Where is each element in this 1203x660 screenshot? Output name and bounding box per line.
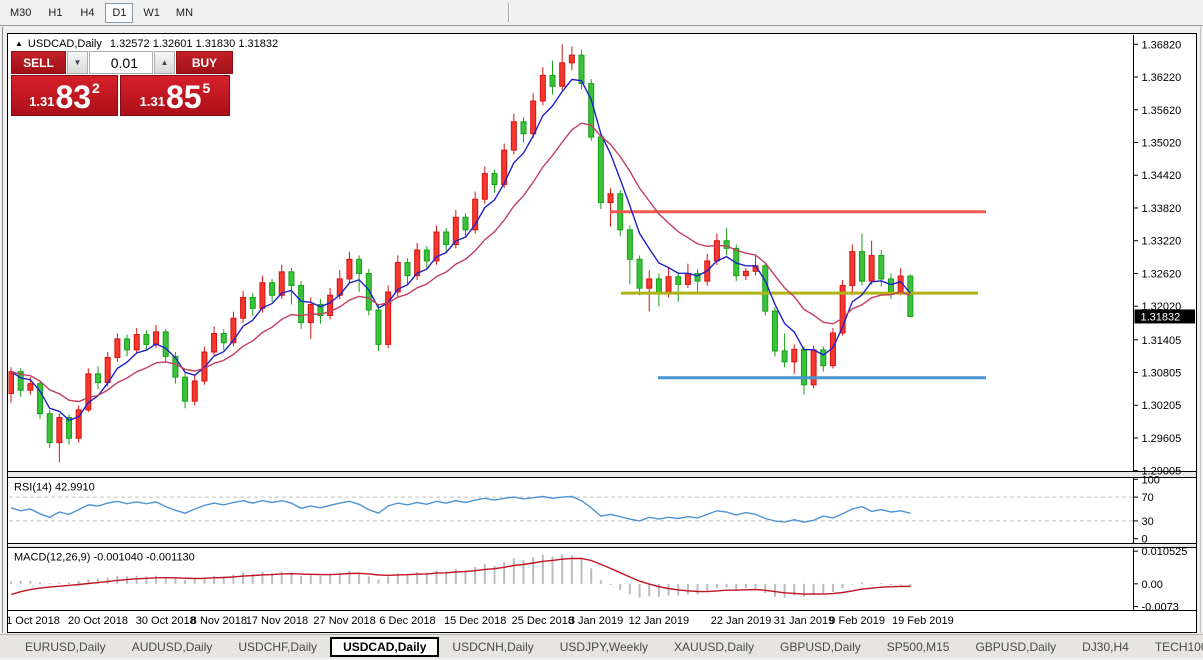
pane-splitter <box>8 544 1196 548</box>
svg-text:1.30805: 1.30805 <box>1142 368 1182 380</box>
date-axis-label: 25 Dec 2018 <box>512 615 574 627</box>
svg-text:30: 30 <box>1142 516 1154 528</box>
svg-text:1.30205: 1.30205 <box>1142 400 1182 412</box>
chart-title-bar: ▲ USDCAD,Daily 1.32572 1.32601 1.31830 1.3… <box>15 38 278 50</box>
sell-button[interactable]: SELL <box>11 51 66 74</box>
chart-tab-usdjpy-weekly[interactable]: USDJPY,Weekly <box>559 639 649 654</box>
svg-text:1.31405: 1.31405 <box>1142 335 1182 347</box>
svg-text:70: 70 <box>1142 492 1154 504</box>
timeframe-button-m30[interactable]: M30 <box>10 6 32 19</box>
chart-ohlc-values: 1.32572 1.32601 1.31830 1.31832 <box>109 38 279 50</box>
svg-text:1.32620: 1.32620 <box>1142 268 1182 280</box>
timeframe-button-mn[interactable]: MN <box>175 6 194 19</box>
chart-tab-gbpusd-daily[interactable]: GBPUSD,Daily <box>780 639 861 654</box>
macd-label: MACD(12,26,9) -0.001040 -0.001130 <box>14 552 195 564</box>
buy-price-big: 85 <box>165 79 202 115</box>
svg-text:0: 0 <box>1142 534 1148 546</box>
volume-decrease-button[interactable]: ▼ <box>67 51 88 74</box>
price-axis: 1.36820 1.36220 1.35620 1.35020 1.34420 1.338… <box>1133 39 1182 478</box>
timeframe-toolbar: M30 H1 H4 D1 W1 MN <box>0 0 1203 26</box>
date-axis-label: 9 Feb 2019 <box>829 615 885 627</box>
window-frame-left <box>2 27 3 633</box>
date-axis-label: 6 Dec 2018 <box>379 615 435 627</box>
sell-price-sup: 2 <box>92 80 100 96</box>
chart-canvas[interactable]: 1.36820 1.36220 1.35620 1.35020 1.34420 1.338… <box>8 34 1196 632</box>
date-axis-label: 20 Oct 2018 <box>68 615 128 627</box>
buy-price-small: 1.31 <box>139 94 165 109</box>
toolbar-separator <box>508 3 510 22</box>
chart-tab-dj30-h4[interactable]: DJ30,H4 <box>1082 639 1129 654</box>
date-axis-label: 8 Nov 2018 <box>191 615 247 627</box>
ma-slow-line <box>10 122 911 403</box>
chart-tab-tech100[interactable]: TECH100, <box>1154 639 1203 654</box>
date-axis-label: 15 Dec 2018 <box>444 615 506 627</box>
date-axis-label: 31 Jan 2019 <box>774 615 835 627</box>
timeframe-button-w1[interactable]: W1 <box>143 6 160 19</box>
date-axis-label: 22 Jan 2019 <box>711 615 772 627</box>
svg-text:1.29005: 1.29005 <box>1142 466 1182 478</box>
date-axis-label: 19 Feb 2019 <box>892 615 954 627</box>
svg-text:1.33220: 1.33220 <box>1142 236 1182 248</box>
volume-input[interactable]: 0.01 <box>89 51 153 74</box>
chart-tab-usdchf-daily[interactable]: USDCHF,Daily <box>238 639 318 654</box>
macd-pane: 0.010525 0.00 -0.0073 MACD(12,26,9) -0.0010… <box>10 546 1187 613</box>
svg-text:1.35620: 1.35620 <box>1142 105 1182 117</box>
svg-text:0.00: 0.00 <box>1142 579 1163 591</box>
timeframe-button-h4[interactable]: H4 <box>80 6 95 19</box>
timeframe-button-h1[interactable]: H1 <box>48 6 63 19</box>
spin-down-icon: ▼ <box>73 58 82 67</box>
svg-text:100: 100 <box>1142 474 1160 486</box>
macd-signal-line <box>10 557 911 596</box>
chart-tab-audusd-daily[interactable]: AUDUSD,Daily <box>131 639 213 654</box>
rsi-label: RSI(14) 42.9910 <box>14 482 95 494</box>
spin-up-icon: ▲ <box>160 58 169 67</box>
sell-price-button[interactable]: 1.31 83 2 <box>11 75 118 116</box>
chart-tab-usdcnh-daily[interactable]: USDCNH,Daily <box>452 639 534 654</box>
chart-tab-gbpusd-daily[interactable]: GBPUSD,Daily <box>975 639 1057 654</box>
sell-price-small: 1.31 <box>29 94 55 109</box>
date-axis-label: 11 Oct 2018 <box>8 615 60 627</box>
volume-increase-button[interactable]: ▲ <box>154 51 175 74</box>
chart-symbol-title: USDCAD,Daily <box>27 38 102 50</box>
sell-price-big: 83 <box>55 79 92 115</box>
pane-splitter <box>8 472 1196 478</box>
chart-tab-sp500-m15[interactable]: SP500,M15 <box>886 639 950 654</box>
buy-price-sup: 5 <box>202 80 211 96</box>
chart-tab-xauusd-daily[interactable]: XAUUSD,Daily <box>674 639 755 654</box>
svg-text:1.35020: 1.35020 <box>1142 137 1182 149</box>
rsi-pane: 100 70 30 0 RSI(14) 42.9910 <box>9 474 1160 546</box>
buy-button[interactable]: BUY <box>176 51 233 74</box>
svg-text:1.34420: 1.34420 <box>1142 170 1182 182</box>
chart-window: ▲ USDCAD,Daily 1.32572 1.32601 1.31830 1.3… <box>7 33 1197 633</box>
svg-text:-0.0073: -0.0073 <box>1142 601 1179 613</box>
svg-text:1.29605: 1.29605 <box>1142 433 1182 445</box>
svg-text:1.36820: 1.36820 <box>1142 39 1182 51</box>
svg-text:0.010525: 0.010525 <box>1142 546 1188 558</box>
chart-tab-bar: EURUSD,Daily AUDUSD,Daily USDCHF,Daily USDC… <box>0 634 1203 658</box>
svg-text:1.36220: 1.36220 <box>1142 72 1182 84</box>
chart-tab-eurusd-daily[interactable]: EURUSD,Daily <box>25 639 106 654</box>
svg-text:1.31832: 1.31832 <box>1141 311 1181 323</box>
collapse-icon[interactable]: ▲ <box>15 39 23 48</box>
rsi-line <box>10 495 911 523</box>
chart-tab-usdcad-daily[interactable]: USDCAD,Daily <box>330 636 440 657</box>
date-axis-label: 3 Jan 2019 <box>569 615 623 627</box>
svg-text:1.33820: 1.33820 <box>1142 203 1182 215</box>
current-price-badge: 1.31832 <box>1134 309 1195 324</box>
one-click-trade-panel: SELL ▼ 0.01 ▲ BUY 1.31 83 2 1.31 85 5 <box>11 51 233 116</box>
ma-fast-line <box>10 78 911 422</box>
timeframe-button-d1[interactable]: D1 <box>105 2 134 23</box>
window-frame-right <box>1200 27 1201 633</box>
buy-price-button[interactable]: 1.31 85 5 <box>120 75 230 116</box>
date-axis-label: 30 Oct 2018 <box>136 615 196 627</box>
date-axis-label: 12 Jan 2019 <box>629 615 690 627</box>
date-axis-label: 27 Nov 2018 <box>313 615 375 627</box>
date-axis-label: 17 Nov 2018 <box>246 615 308 627</box>
